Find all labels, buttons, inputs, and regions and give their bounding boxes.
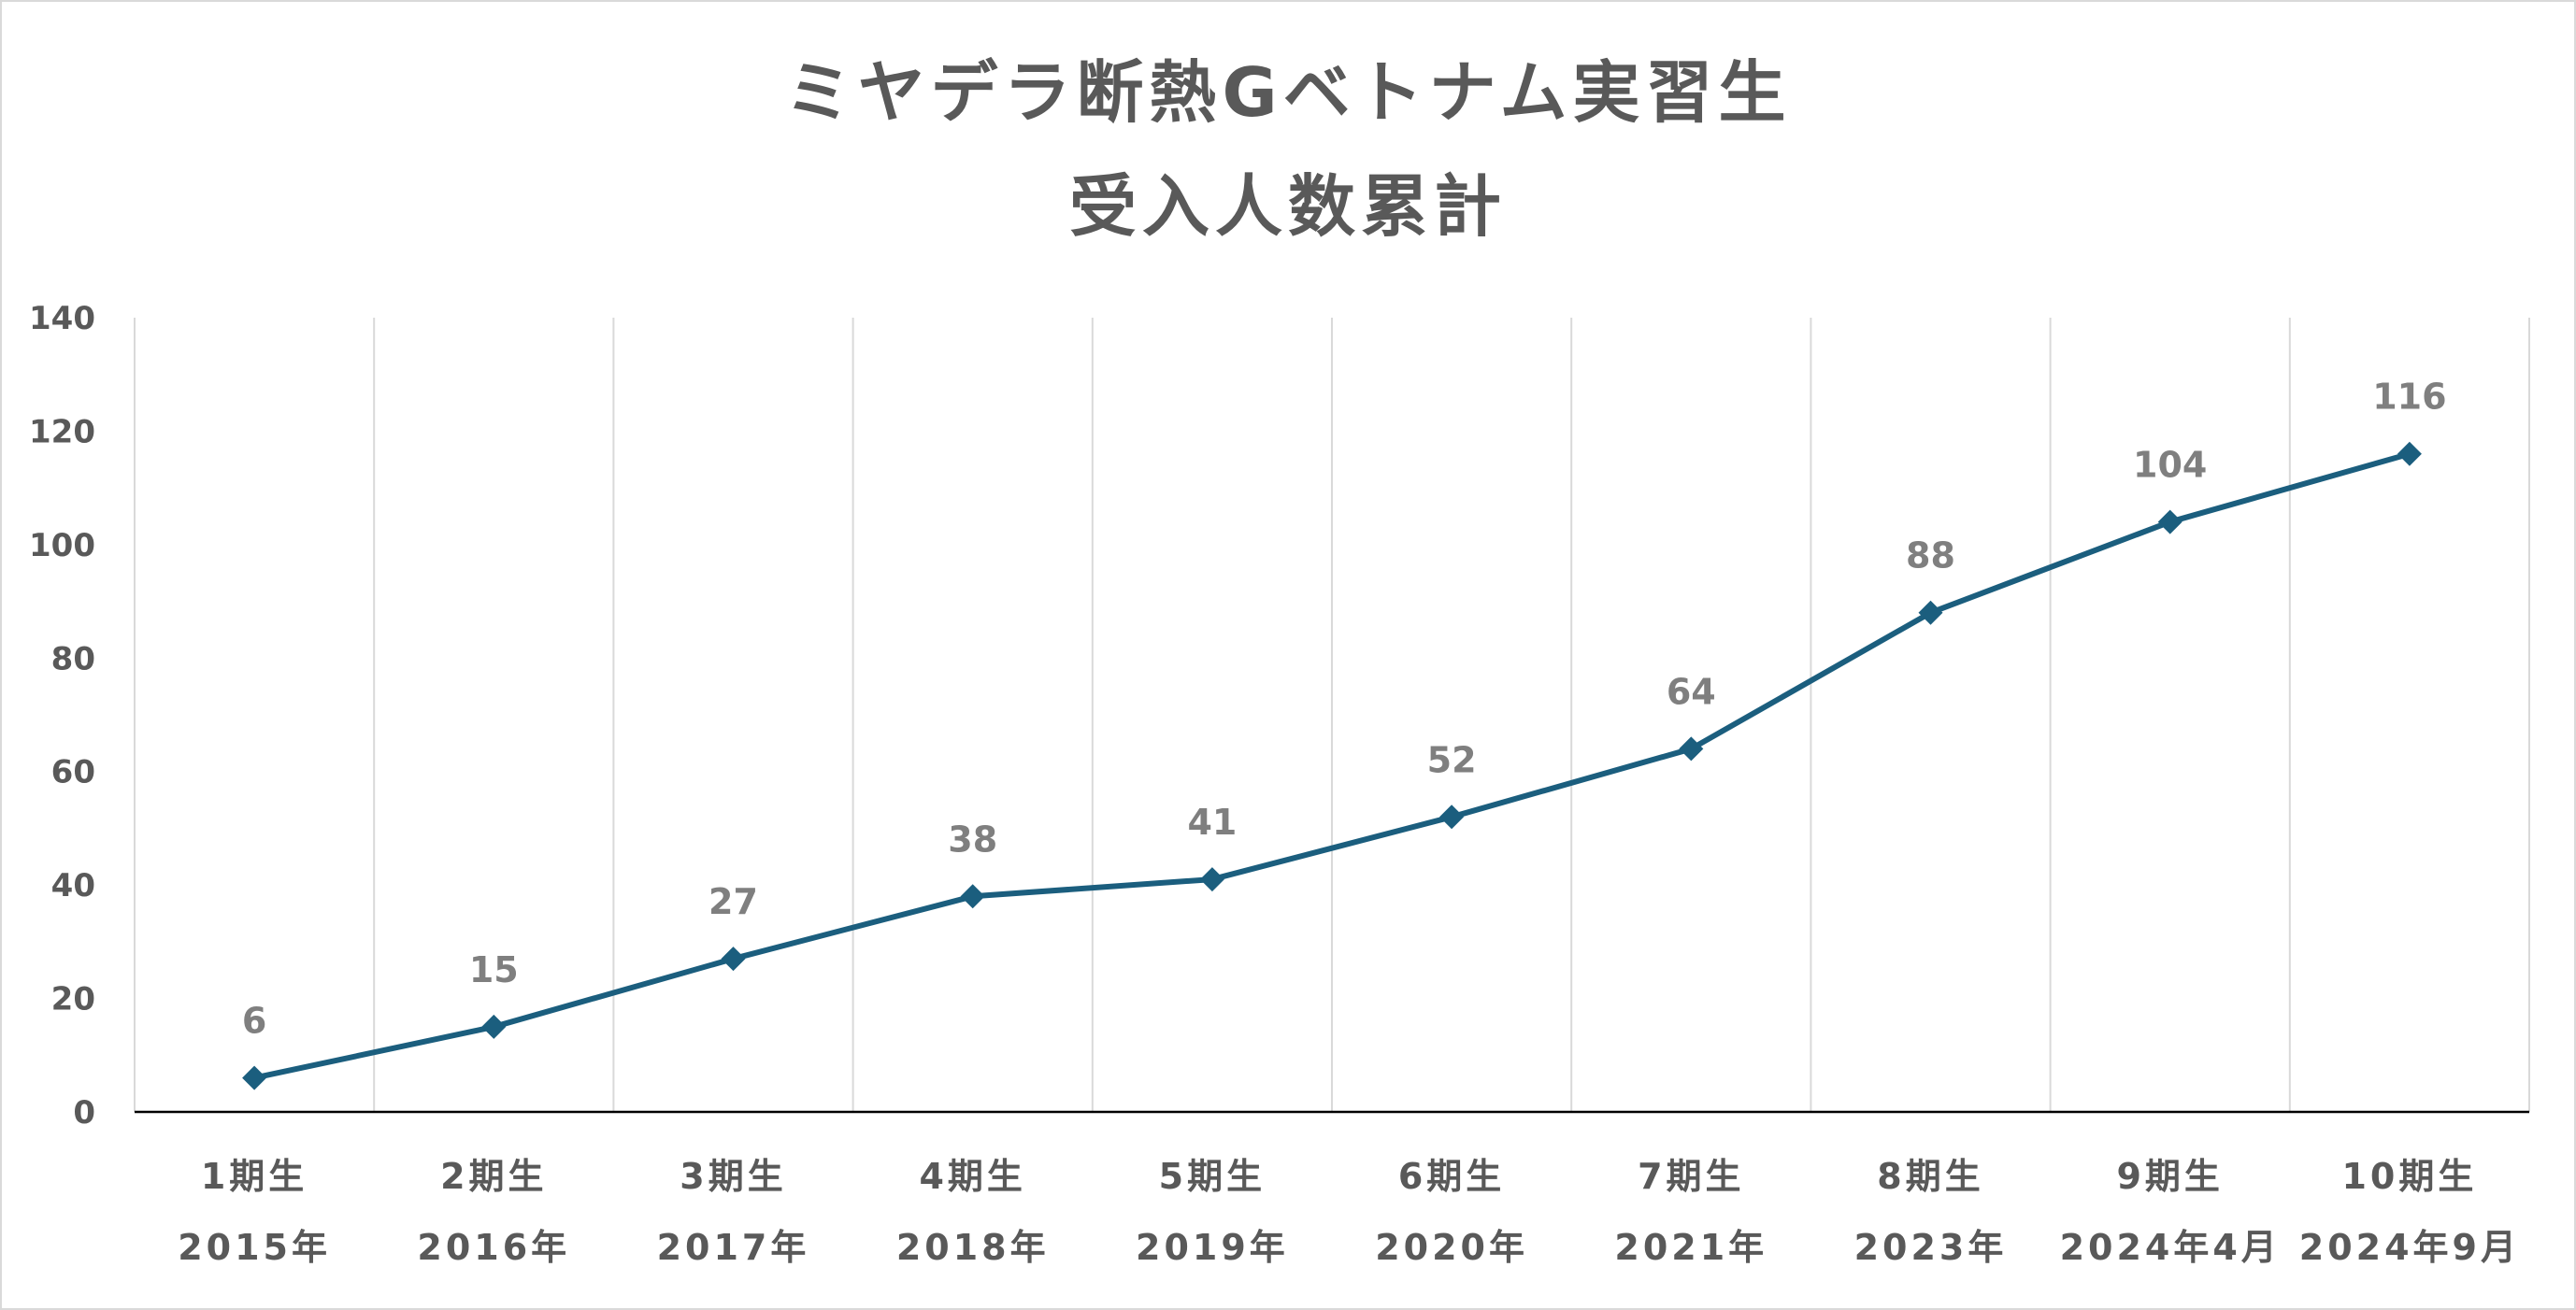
x-category-label: 1期生	[201, 1156, 308, 1197]
data-point	[960, 884, 985, 909]
data-point	[2157, 509, 2182, 534]
data-label: 64	[1667, 671, 1716, 712]
x-category-label: 6期生	[1398, 1156, 1505, 1197]
data-label: 27	[708, 881, 758, 922]
data-point	[721, 947, 746, 972]
y-tick-label: 0	[73, 1094, 95, 1132]
x-category-sublabel: 2024年4月	[2060, 1227, 2281, 1268]
y-tick-label: 40	[51, 867, 95, 904]
x-category-label: 5期生	[1159, 1156, 1266, 1197]
x-category-sublabel: 2020年	[1375, 1227, 1528, 1268]
x-category-sublabel: 2019年	[1136, 1227, 1289, 1268]
chart-title-line-1: ミヤデラ断熱Gベトナム実習生	[784, 53, 1792, 132]
data-label: 52	[1427, 739, 1477, 780]
x-category-sublabel: 2024年9月	[2299, 1227, 2520, 1268]
data-label: 104	[2133, 445, 2207, 486]
x-category-label: 10期生	[2341, 1156, 2477, 1197]
x-category-sublabel: 2021年	[1614, 1227, 1767, 1268]
x-category-sublabel: 2017年	[657, 1227, 810, 1268]
data-point	[481, 1014, 507, 1039]
chart-title-line-2: 受入人数累計	[1068, 167, 1507, 246]
x-category-sublabel: 2015年	[178, 1227, 331, 1268]
series-line	[253, 450, 2411, 1081]
data-label: 41	[1187, 802, 1237, 843]
data-label: 6	[242, 1001, 266, 1042]
data-label: 116	[2372, 377, 2446, 418]
x-category-label: 7期生	[1638, 1156, 1744, 1197]
data-point	[1199, 867, 1224, 892]
y-tick-label: 80	[51, 640, 95, 677]
data-point	[1439, 805, 1465, 830]
y-tick-label: 20	[51, 981, 95, 1018]
x-category-sublabel: 2016年	[417, 1227, 570, 1268]
y-tick-label: 60	[51, 754, 95, 791]
y-tick-label: 120	[29, 413, 95, 450]
x-category-label: 4期生	[919, 1156, 1025, 1197]
data-point	[242, 1065, 267, 1090]
data-label: 15	[469, 949, 519, 990]
y-tick-label: 100	[29, 527, 95, 564]
y-tick-label: 140	[29, 300, 95, 337]
data-label: 88	[1906, 535, 1955, 577]
x-category-label: 8期生	[1877, 1156, 1983, 1197]
x-category-label: 2期生	[440, 1156, 547, 1197]
data-point	[1679, 736, 1704, 762]
x-category-sublabel: 2023年	[1854, 1227, 2008, 1268]
x-category-sublabel: 2018年	[896, 1227, 1050, 1268]
data-point	[1918, 600, 1943, 625]
x-category-label: 9期生	[2116, 1156, 2223, 1197]
x-category-label: 3期生	[680, 1156, 786, 1197]
chart-title: ミヤデラ断熱Gベトナム実習生 受入人数累計	[2, 36, 2574, 263]
data-label: 38	[948, 819, 997, 860]
data-point	[2397, 441, 2422, 466]
